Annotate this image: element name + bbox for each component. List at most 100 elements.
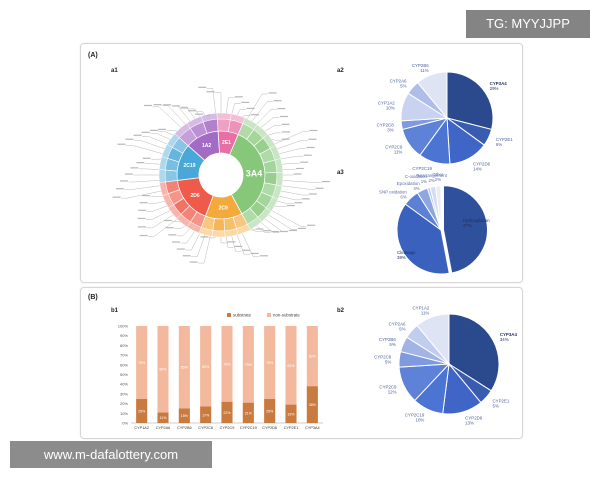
- a1-leaf-label-mark: [112, 196, 121, 198]
- a1-leader-line: [174, 225, 186, 229]
- a1-outer-segment: [230, 113, 246, 124]
- a1-leader-line: [268, 132, 282, 136]
- a2-slice-value-1: 6%: [496, 142, 502, 147]
- a1-leaf-label-mark: [307, 224, 316, 226]
- a1-leaf-label-mark: [234, 245, 243, 248]
- b2-slice-8: [416, 313, 450, 366]
- a3-slice-6: [434, 185, 442, 231]
- a3-slice-value-0: 47%: [463, 223, 472, 228]
- a3-slice-label-3: Epoxidation: [397, 181, 421, 186]
- b2-slice-label-8: CYP1A2: [413, 305, 430, 310]
- a1-leader-line: [152, 106, 182, 128]
- a1-leader-line: [274, 131, 309, 145]
- watermark-telegram: TG: MYYJJPP: [466, 10, 590, 38]
- a3-slice-label-4: C-oxidation: [405, 174, 428, 179]
- a1-leaf-label-mark: [315, 187, 324, 189]
- a1-leader-line: [256, 109, 277, 125]
- a1-leader-line: [268, 214, 298, 230]
- b2-slice-label-0: CYP3A4: [500, 332, 518, 337]
- b2-slice-label-7: CYP2A6: [389, 322, 406, 327]
- b1-bar-non-substrate: [285, 326, 297, 405]
- a1-leaf-label-mark: [246, 107, 255, 110]
- a1-leader-line: [264, 125, 282, 132]
- a1-leader-line: [121, 190, 162, 199]
- b1-bar-non-substrate: [200, 326, 212, 407]
- b1-bar-substrate: [136, 398, 148, 423]
- a1-leaf-label-mark: [139, 202, 148, 204]
- b1-bar-substrate: [242, 402, 254, 423]
- a1-leaf-label-mark: [124, 173, 133, 175]
- b1-bar-substrate-label: 38%: [309, 403, 317, 407]
- b1-legend-swatch: [267, 313, 271, 317]
- a1-leaf-label-mark: [164, 219, 173, 222]
- a1-leader-line: [126, 145, 163, 154]
- a1-leaf-label-mark: [115, 188, 124, 190]
- b1-bar-non-substrate: [136, 326, 148, 399]
- a1-leader-lines: [112, 86, 330, 264]
- a1-leaf-label-mark: [117, 143, 126, 145]
- b1-xtick: CYP2C19: [240, 426, 257, 430]
- a1-leaf-label-mark: [120, 180, 129, 182]
- b1-bar-substrate-label: 21%: [245, 411, 253, 415]
- a1-leader-line: [185, 233, 200, 251]
- panel-b: (B) b1 b2 0% 10% 20% 30% 40% 50% 60% 70% 80% 90% 1…: [80, 287, 523, 439]
- a1-leaf-label-mark: [279, 115, 288, 118]
- a1-leader-line: [236, 109, 247, 116]
- a1-leaf-label-mark: [263, 230, 272, 232]
- b1-bar-non-substrate-label: 81%: [287, 364, 295, 368]
- a1-leader-line: [180, 106, 195, 119]
- b1-ytick: 0%: [122, 421, 128, 426]
- pie-chart-b2: CYP3A434%CYP2E15%CYP2D613%CYP2C1910%CYP2…: [374, 305, 518, 426]
- a1-leaf-label-mark: [279, 230, 288, 233]
- b1-bar-substrate: [306, 386, 318, 423]
- b1-legend-label: substrate: [233, 313, 252, 318]
- a1-leaf-label-mark: [293, 173, 302, 175]
- b1-bar-substrate-label: 22%: [223, 411, 231, 415]
- a1-outer-segment: [275, 171, 284, 187]
- b1-bar-substrate-label: 15%: [181, 414, 189, 418]
- a1-leaf-label-mark: [137, 217, 146, 220]
- b1-ytick: 20%: [120, 401, 128, 406]
- a1-leaf-label-mark: [268, 92, 277, 94]
- a1-leaf-label-mark: [281, 123, 290, 125]
- a1-leader-line: [124, 185, 160, 190]
- a1-leader-line: [148, 218, 178, 237]
- a1-leaf-label-mark: [250, 252, 259, 255]
- a1-leaf-label-mark: [303, 154, 312, 156]
- b1-bar-substrate-label: 11%: [160, 416, 168, 420]
- b2-slice-value-3: 10%: [416, 417, 425, 422]
- a1-leader-line: [226, 97, 235, 114]
- a1-leader-line: [142, 136, 168, 145]
- a2-slice-label-4: CYP2C9: [385, 144, 403, 149]
- watermark-url: www.m-dafalottery.com: [10, 441, 212, 468]
- a3-slice-label-5: Rearrangement: [416, 173, 447, 178]
- a1-leaf-label-mark: [188, 110, 197, 112]
- a1-leaf-label-mark: [142, 194, 151, 197]
- a1-inner-label-0: 3A4: [246, 168, 263, 178]
- a1-leader-line: [146, 205, 168, 212]
- a1-leaf-label-mark: [301, 198, 310, 200]
- a1-leaf-label-mark: [172, 241, 181, 243]
- a1-leader-line: [242, 115, 251, 117]
- a2-slice-value-7: 5%: [400, 83, 406, 88]
- a1-leader-line: [146, 214, 174, 229]
- bar-chart-b1: 0% 10% 20% 30% 40% 50% 60% 70% 80% 90% 100% 25% 75% C…: [118, 313, 323, 430]
- a1-leader-line: [282, 185, 316, 190]
- a3-slice-value-1: 38%: [397, 255, 406, 260]
- b2-slice-value-6: 5%: [389, 342, 395, 347]
- a2-slice-label-5: CYP2C8: [377, 122, 395, 127]
- a1-leader-line: [226, 236, 234, 248]
- a1-leaf-label-mark: [206, 91, 215, 93]
- b1-legend-label: non-substrate: [273, 313, 300, 318]
- a1-leaf-label-mark: [250, 114, 259, 116]
- a2-slice-label-0: CYP3A4: [490, 81, 508, 86]
- a1-leaf-label-mark: [165, 227, 174, 229]
- b2-slice-value-2: 13%: [465, 421, 474, 426]
- a2-slice-value-3: 11%: [423, 171, 432, 172]
- a1-leaf-label-mark: [321, 180, 330, 183]
- b1-bar-substrate: [200, 406, 212, 423]
- b1-bar-non-substrate: [221, 326, 233, 402]
- pie-chart-a2: CYP3A429%CYP2E16%CYP2D614%CYP2C1911%CYP2…: [377, 63, 514, 172]
- a1-leaf-label-mark: [163, 104, 172, 106]
- a1-leader-line: [146, 210, 171, 220]
